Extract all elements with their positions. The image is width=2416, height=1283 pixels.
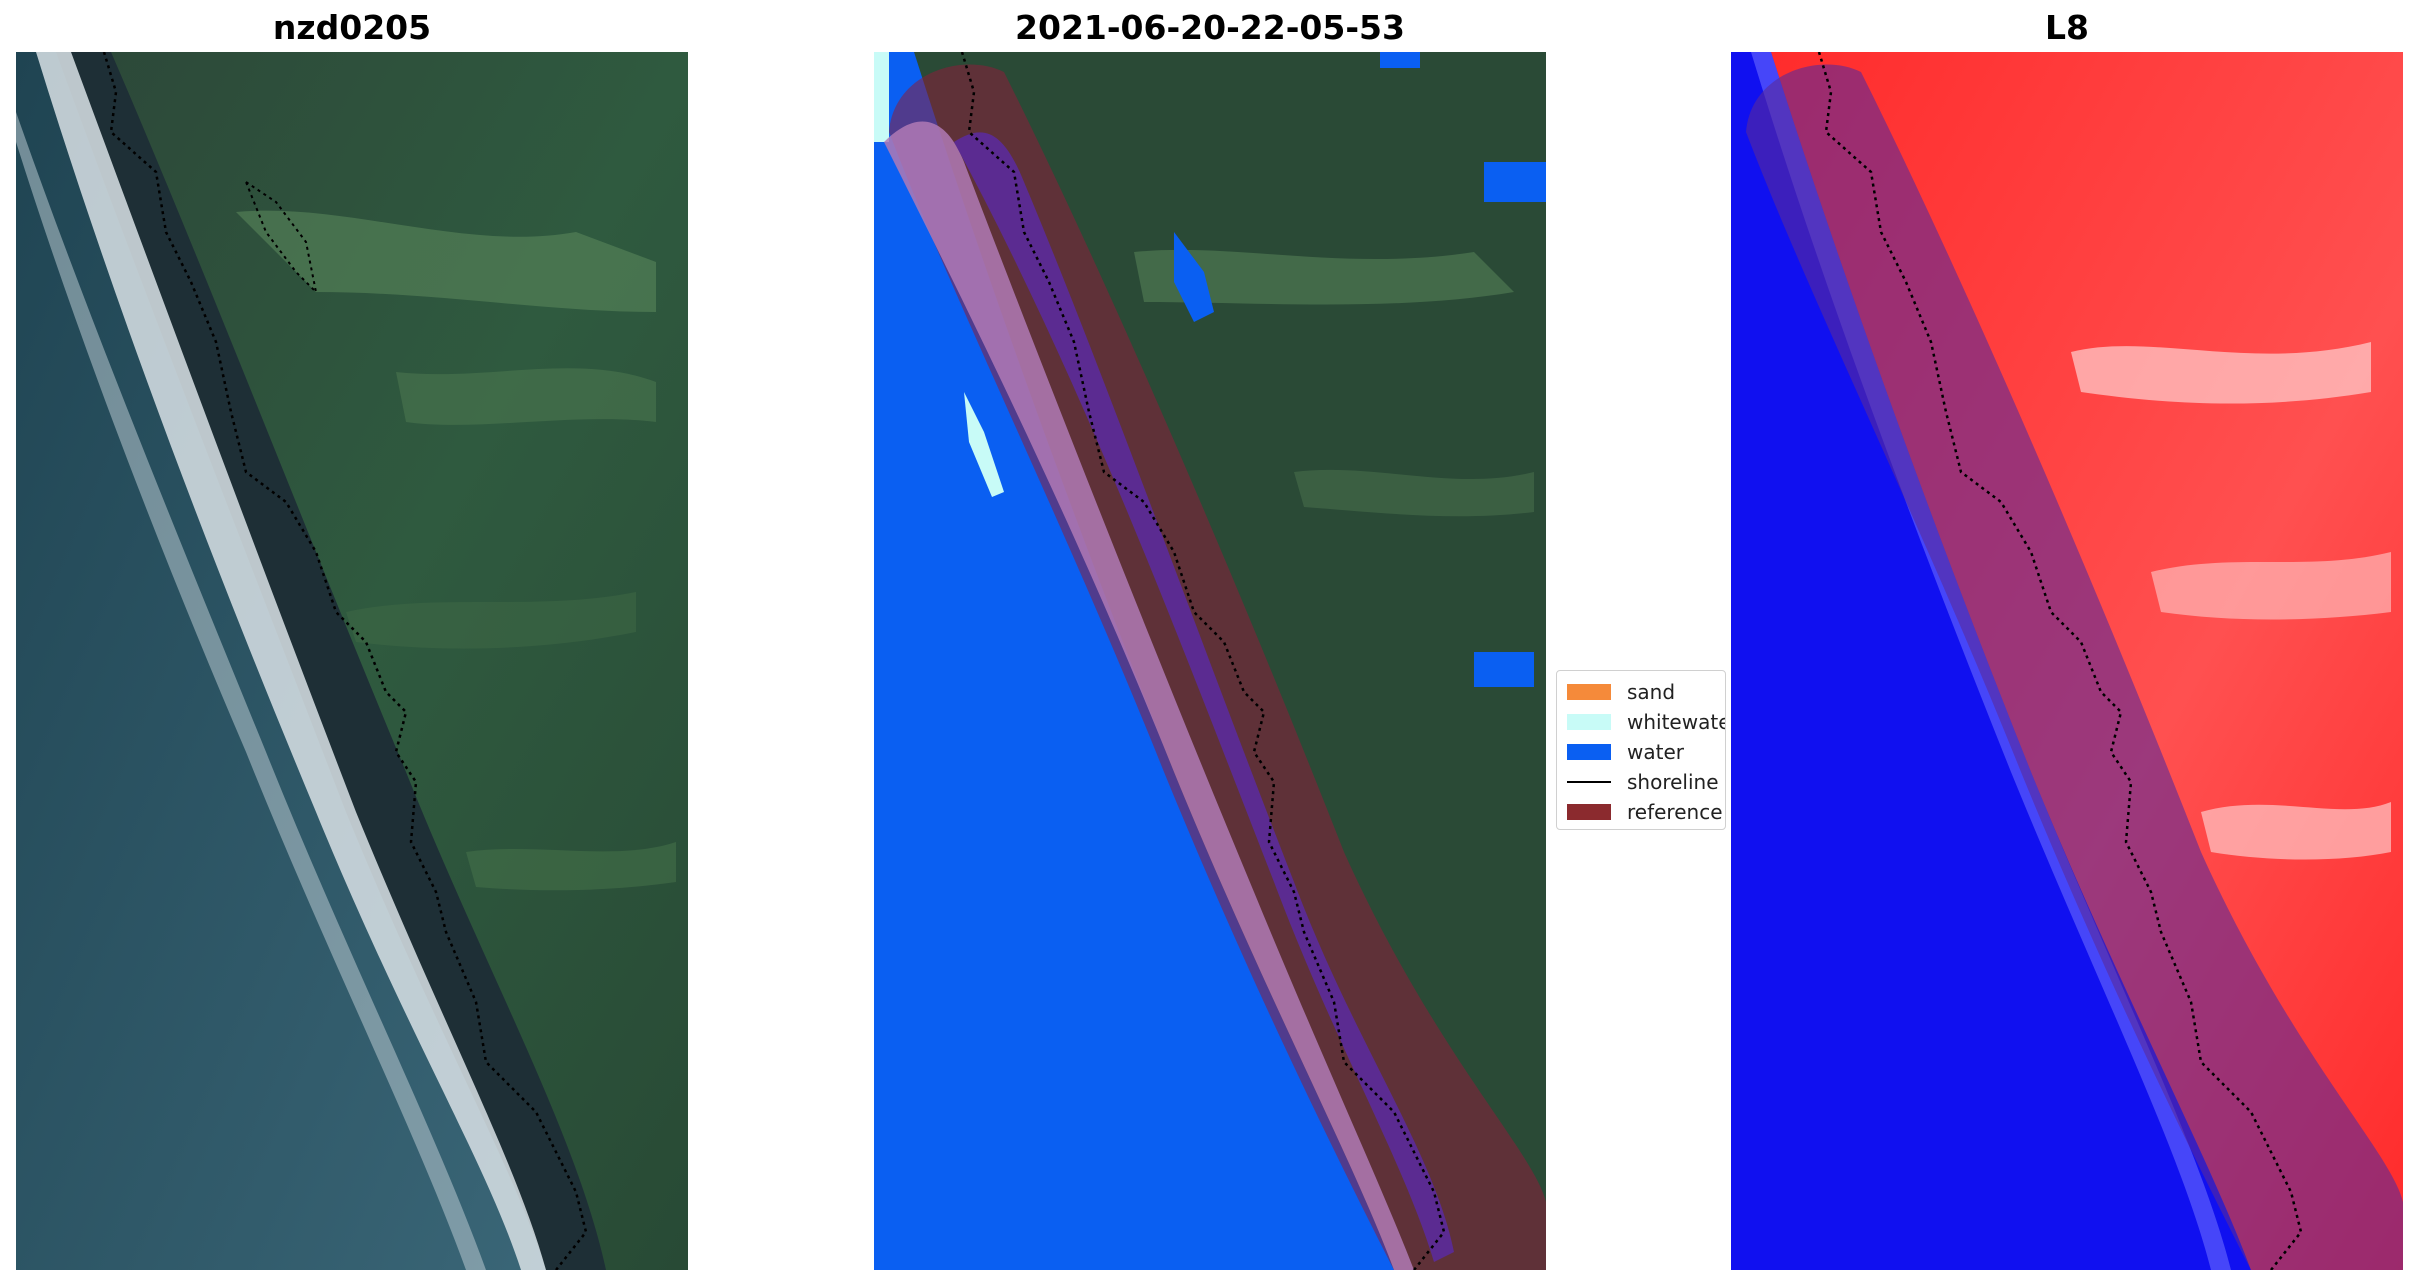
legend-label: water (1627, 740, 1684, 764)
legend-swatch-sand (1567, 684, 1611, 700)
index-panel (1731, 52, 2403, 1270)
buffer-overlay (889, 64, 1546, 1270)
water-class (1174, 232, 1214, 322)
legend-swatch-water (1567, 744, 1611, 760)
buffer-overlay (1746, 64, 2403, 1270)
legend-line-shoreline (1567, 781, 1611, 783)
classification-panel (874, 52, 1546, 1270)
panel-title-left: nzd0205 (272, 8, 432, 47)
ridge-highlight (396, 368, 656, 425)
ridge-highlight (236, 210, 656, 312)
water-class (1484, 162, 1546, 202)
whitewater-class (964, 392, 1004, 497)
panel-title-middle: 2021-06-20-22-05-53 (1015, 8, 1405, 47)
ridge-highlight (346, 592, 636, 649)
water-class (1380, 52, 1420, 68)
legend-item-whitewater: whitewater (1567, 707, 1725, 737)
ridge-highlight (1134, 249, 1514, 305)
dark-beach (56, 52, 606, 1270)
legend-item-reference-buffer: reference shoreline buffer (1567, 797, 1725, 827)
legend-item-sand: sand (1567, 677, 1725, 707)
ridge-highlight (466, 842, 676, 891)
legend-swatch-reference-buffer (1567, 804, 1611, 820)
sand-overlay-inner (954, 132, 1454, 1263)
whitewater-class (874, 52, 889, 142)
water-class (1474, 652, 1534, 687)
index-light-patch (2201, 802, 2391, 860)
legend: sand whitewater water shoreline referenc… (1556, 670, 1726, 830)
ridge-highlight (1294, 469, 1534, 517)
legend-label: sand (1627, 680, 1676, 704)
legend-label: shoreline (1627, 770, 1719, 794)
legend-swatch-whitewater (1567, 714, 1611, 730)
rgb-image-panel (16, 52, 688, 1270)
legend-label: whitewater (1627, 710, 1725, 734)
legend-label: reference shoreline buffer (1627, 800, 1725, 824)
index-light-patch (2151, 552, 2391, 620)
panel-title-right: L8 (2045, 8, 2089, 47)
surf-zone (36, 52, 546, 1270)
legend-item-water: water (1567, 737, 1725, 767)
index-light-patch (2071, 342, 2371, 404)
shoreline (243, 179, 318, 296)
legend-item-shoreline: shoreline (1567, 767, 1725, 797)
surf-zone (16, 112, 486, 1270)
sand-overlay (884, 121, 1414, 1270)
